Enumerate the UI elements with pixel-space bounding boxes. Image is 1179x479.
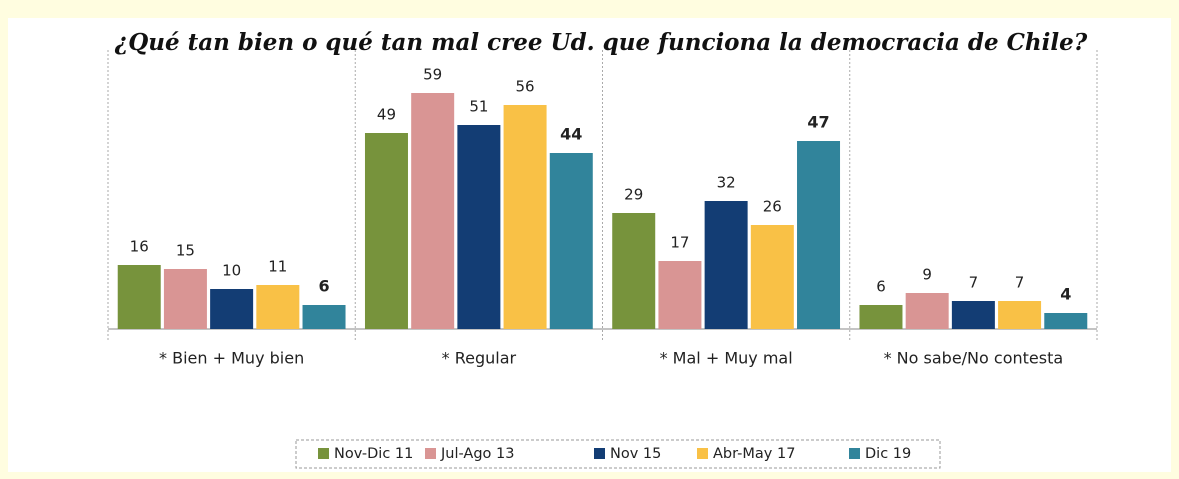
data-label: 11 xyxy=(268,258,287,276)
data-label: 10 xyxy=(222,262,241,280)
data-label: 4 xyxy=(1060,285,1071,304)
bar xyxy=(612,213,656,329)
data-label: 6 xyxy=(318,277,329,296)
bar xyxy=(411,93,455,329)
bar xyxy=(302,305,346,329)
bar xyxy=(117,265,161,329)
data-label: 17 xyxy=(670,234,689,252)
data-label: 6 xyxy=(876,278,886,296)
bar xyxy=(1044,313,1088,329)
legend-label: Jul-Ago 13 xyxy=(440,446,514,462)
data-label: 7 xyxy=(969,274,979,292)
data-label: 29 xyxy=(624,186,643,204)
bar xyxy=(503,105,547,329)
x-tick-label: * Regular xyxy=(442,349,517,368)
legend-swatch xyxy=(594,448,605,459)
data-label: 44 xyxy=(560,125,582,144)
bar xyxy=(256,285,300,329)
data-label: 51 xyxy=(469,98,488,116)
bar xyxy=(364,133,408,329)
legend-swatch xyxy=(318,448,329,459)
data-label: 32 xyxy=(717,174,736,192)
data-label: 59 xyxy=(423,66,442,84)
legend-swatch xyxy=(849,448,860,459)
x-tick-label: * Mal + Muy mal xyxy=(660,349,793,368)
data-label: 9 xyxy=(922,266,932,284)
legend-label: Dic 19 xyxy=(865,446,911,462)
data-label: 15 xyxy=(176,242,195,260)
legend-label: Nov 15 xyxy=(610,446,661,462)
bar xyxy=(951,301,995,329)
legend-label: Abr-May 17 xyxy=(713,446,795,462)
bar xyxy=(549,153,593,329)
bar xyxy=(457,125,501,329)
bar xyxy=(859,305,903,329)
legend-box xyxy=(295,439,941,469)
legend-swatch xyxy=(425,448,436,459)
bar xyxy=(797,141,841,329)
bar xyxy=(210,289,254,329)
bar xyxy=(750,225,794,329)
bar xyxy=(704,201,748,329)
x-tick-label: * Bien + Muy bien xyxy=(159,349,304,368)
chart-title: ¿Qué tan bien o qué tan mal cree Ud. que… xyxy=(114,29,1088,56)
data-label: 26 xyxy=(763,198,782,216)
data-label: 7 xyxy=(1015,274,1025,292)
legend-label: Nov-Dic 11 xyxy=(334,446,413,462)
legend-swatch xyxy=(697,448,708,459)
bar xyxy=(658,261,702,329)
bar xyxy=(163,269,207,329)
bar xyxy=(905,293,949,329)
bar xyxy=(998,301,1042,329)
data-label: 56 xyxy=(516,78,535,96)
data-label: 47 xyxy=(807,113,829,132)
data-label: 16 xyxy=(130,238,149,256)
x-tick-label: * No sabe/No contesta xyxy=(884,349,1064,368)
data-label: 49 xyxy=(377,106,396,124)
